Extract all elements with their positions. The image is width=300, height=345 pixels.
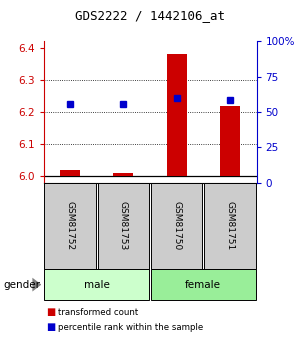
Text: female: female xyxy=(185,280,221,289)
Text: percentile rank within the sample: percentile rank within the sample xyxy=(58,323,204,332)
Text: ■: ■ xyxy=(46,322,56,332)
Polygon shape xyxy=(32,278,41,292)
Text: male: male xyxy=(84,280,110,289)
Text: GDS2222 / 1442106_at: GDS2222 / 1442106_at xyxy=(75,9,225,22)
Bar xyxy=(113,173,134,176)
Text: GSM81753: GSM81753 xyxy=(119,201,128,250)
Text: ■: ■ xyxy=(46,307,56,317)
Text: transformed count: transformed count xyxy=(58,308,139,317)
Bar xyxy=(60,170,80,176)
Text: gender: gender xyxy=(3,280,40,289)
Bar xyxy=(167,54,187,176)
Text: GSM81750: GSM81750 xyxy=(172,201,181,250)
Text: GSM81751: GSM81751 xyxy=(225,201,234,250)
Text: GSM81752: GSM81752 xyxy=(66,201,75,250)
Bar xyxy=(220,106,240,176)
